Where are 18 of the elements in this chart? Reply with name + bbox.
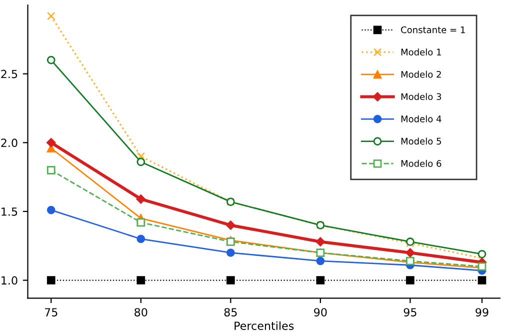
x-tick-label: 95: [404, 308, 416, 316]
x-tick-label: 90: [314, 308, 327, 316]
x-tick-label: 80: [134, 308, 148, 316]
y-tick-label: 1.5: [2, 208, 18, 216]
legend-label: Modelo 2: [401, 70, 441, 78]
x-tick-label: 75: [44, 308, 58, 316]
legend-label: Modelo 6: [401, 160, 442, 167]
x-tick-label: 85: [224, 308, 237, 316]
y-tick-label: 1.0: [2, 276, 18, 285]
y-tick-label: 2.0: [1, 138, 18, 148]
y-tick-label: 2.5: [1, 70, 18, 78]
legend-label: Modelo 5: [401, 138, 441, 145]
legend-label: Modelo 3: [401, 93, 442, 100]
legend-label: Modelo 1: [401, 48, 441, 56]
legend-label: Modelo 4: [401, 115, 442, 122]
x-axis-title: Percentiles: [234, 321, 294, 330]
legend-label: Constante = 1: [401, 26, 465, 34]
x-tick-label: 99: [476, 308, 488, 316]
